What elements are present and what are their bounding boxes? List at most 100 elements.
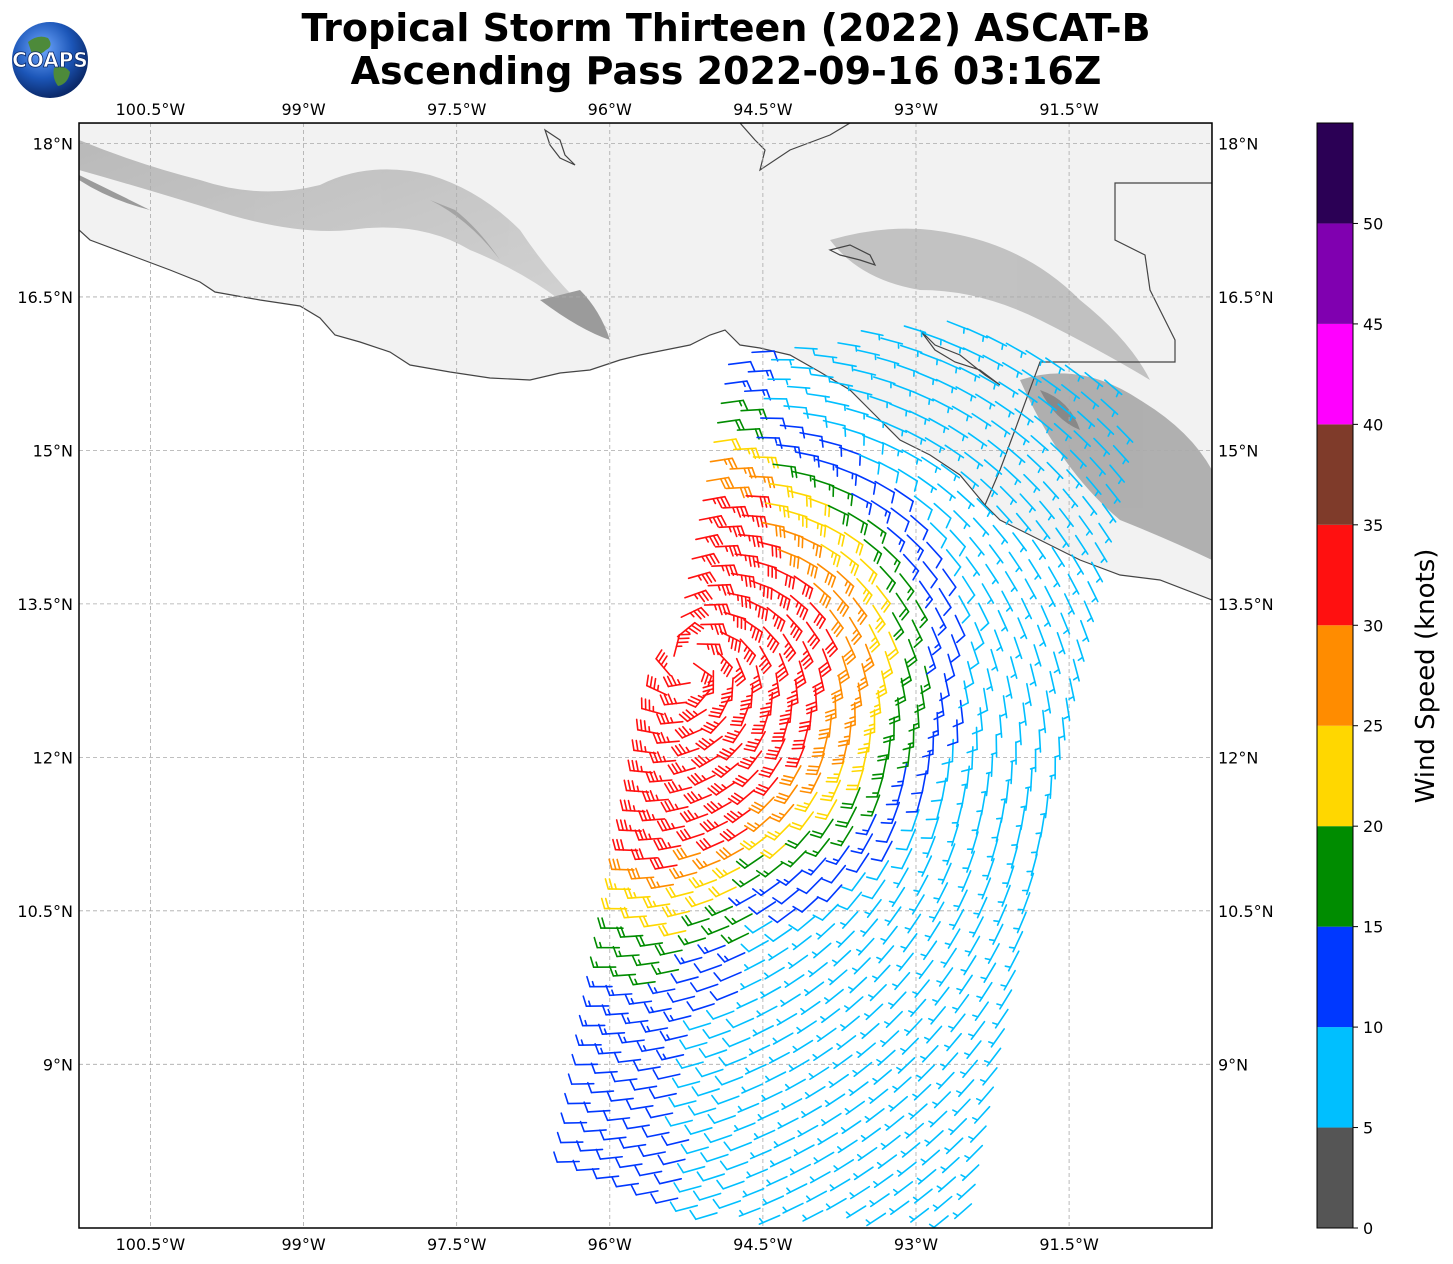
wind-barb bbox=[832, 1054, 853, 1070]
wind-barb bbox=[856, 1146, 878, 1162]
wind-barb bbox=[887, 631, 899, 661]
wind-barb bbox=[591, 1168, 620, 1180]
wind-barb bbox=[853, 368, 877, 381]
wind-barb bbox=[673, 1182, 702, 1193]
wind-barb bbox=[795, 451, 820, 468]
wind-barb bbox=[944, 928, 961, 949]
wind-barb bbox=[1004, 571, 1018, 592]
wind-barb bbox=[646, 877, 675, 889]
wind-barb bbox=[752, 1025, 774, 1037]
wind-barb bbox=[835, 466, 858, 487]
wind-barb bbox=[645, 1107, 674, 1119]
coaps-logo: COAPS bbox=[12, 22, 88, 98]
wind-barb bbox=[567, 1073, 595, 1085]
wind-barb bbox=[956, 974, 973, 995]
lat-tick-left-5: 10.5°N bbox=[17, 902, 73, 921]
wind-barb bbox=[912, 1083, 932, 1101]
wind-barb bbox=[1008, 930, 1024, 953]
wind-barb bbox=[681, 914, 710, 927]
wind-barb bbox=[759, 417, 787, 430]
wind-barb bbox=[1049, 755, 1057, 780]
colorbar-tick-2: 10 bbox=[1363, 1018, 1383, 1037]
wind-barb bbox=[930, 777, 947, 802]
wind-barb bbox=[1018, 388, 1038, 406]
wind-barb bbox=[993, 629, 1004, 652]
wind-barb bbox=[765, 1071, 787, 1083]
wind-barb bbox=[648, 1088, 677, 1100]
wind-barb bbox=[919, 352, 942, 366]
wind-barb bbox=[664, 1116, 693, 1127]
wind-barb bbox=[888, 991, 907, 1010]
wind-barb bbox=[926, 541, 943, 569]
border-mexico-guatemala bbox=[984, 182, 1212, 506]
wind-barb bbox=[687, 1105, 717, 1116]
map-content bbox=[79, 123, 1212, 1228]
wind-barb bbox=[916, 371, 938, 386]
wind-barb bbox=[676, 621, 705, 638]
wind-barb bbox=[714, 544, 742, 557]
wind-barb bbox=[700, 925, 730, 936]
wind-barb bbox=[986, 668, 994, 692]
wind-barb bbox=[713, 971, 742, 982]
wind-barb bbox=[674, 725, 704, 739]
wind-barb bbox=[712, 1198, 742, 1209]
wind-barb bbox=[863, 709, 876, 736]
wind-barb bbox=[656, 1049, 685, 1061]
wind-barb bbox=[703, 801, 732, 814]
wind-barb bbox=[658, 924, 687, 937]
wind-barb bbox=[1013, 911, 1027, 934]
wind-barb bbox=[881, 650, 894, 680]
wind-barb bbox=[713, 438, 742, 450]
wind-barb bbox=[762, 626, 780, 654]
wind-barb bbox=[1015, 721, 1022, 746]
wind-barb bbox=[1054, 736, 1061, 761]
wind-barb bbox=[1035, 814, 1046, 838]
wind-barb bbox=[772, 1032, 794, 1045]
wind-barb bbox=[654, 944, 683, 956]
wind-barb bbox=[843, 531, 864, 556]
wind-barb bbox=[838, 446, 862, 466]
wind-barb bbox=[770, 587, 791, 611]
wind-barb bbox=[788, 1059, 810, 1072]
wind-barb bbox=[902, 553, 920, 581]
wind-barb bbox=[587, 1081, 615, 1094]
wind-barb bbox=[875, 821, 897, 843]
wind-barb bbox=[1100, 398, 1119, 418]
wind-barb bbox=[1074, 534, 1089, 556]
colorbar-bin-4 bbox=[1317, 725, 1353, 827]
wind-barb bbox=[808, 497, 831, 518]
wind-barb bbox=[993, 904, 1008, 926]
wind-barb bbox=[1098, 522, 1113, 544]
wind-barb bbox=[638, 809, 666, 822]
lon-tick-top-2: 97.5°W bbox=[427, 100, 487, 119]
wind-barb bbox=[586, 975, 613, 988]
wind-barb bbox=[773, 568, 796, 590]
wind-barb bbox=[1013, 636, 1023, 660]
wind-barb bbox=[963, 1040, 982, 1060]
wind-barb bbox=[940, 1156, 960, 1174]
wind-barb bbox=[865, 415, 888, 429]
wind-barb bbox=[695, 534, 724, 547]
wind-barb bbox=[609, 1071, 638, 1083]
wind-barb bbox=[808, 1066, 830, 1081]
wind-barb bbox=[578, 1014, 606, 1027]
wind-barb bbox=[769, 1156, 792, 1168]
wind-barb bbox=[595, 1148, 623, 1160]
wind-barb bbox=[742, 1187, 765, 1198]
wind-barb bbox=[616, 926, 644, 938]
wind-barb bbox=[676, 828, 705, 842]
wind-barb bbox=[946, 719, 959, 747]
wind-barb bbox=[977, 687, 989, 716]
wind-barb bbox=[789, 811, 815, 831]
lon-tick-top-4: 94.5°W bbox=[733, 100, 793, 119]
wind-barb bbox=[932, 398, 954, 414]
wind-barb bbox=[960, 1164, 980, 1182]
title-line-2: Ascending Pass 2022-09-16 03:16Z bbox=[350, 49, 1102, 93]
wind-barb bbox=[680, 606, 709, 620]
wind-barb bbox=[952, 994, 970, 1014]
wind-barb bbox=[816, 1027, 837, 1043]
wind-barb bbox=[828, 1073, 849, 1089]
wind-barb bbox=[948, 908, 965, 930]
wind-barb bbox=[805, 838, 831, 857]
wind-barb bbox=[843, 636, 857, 665]
